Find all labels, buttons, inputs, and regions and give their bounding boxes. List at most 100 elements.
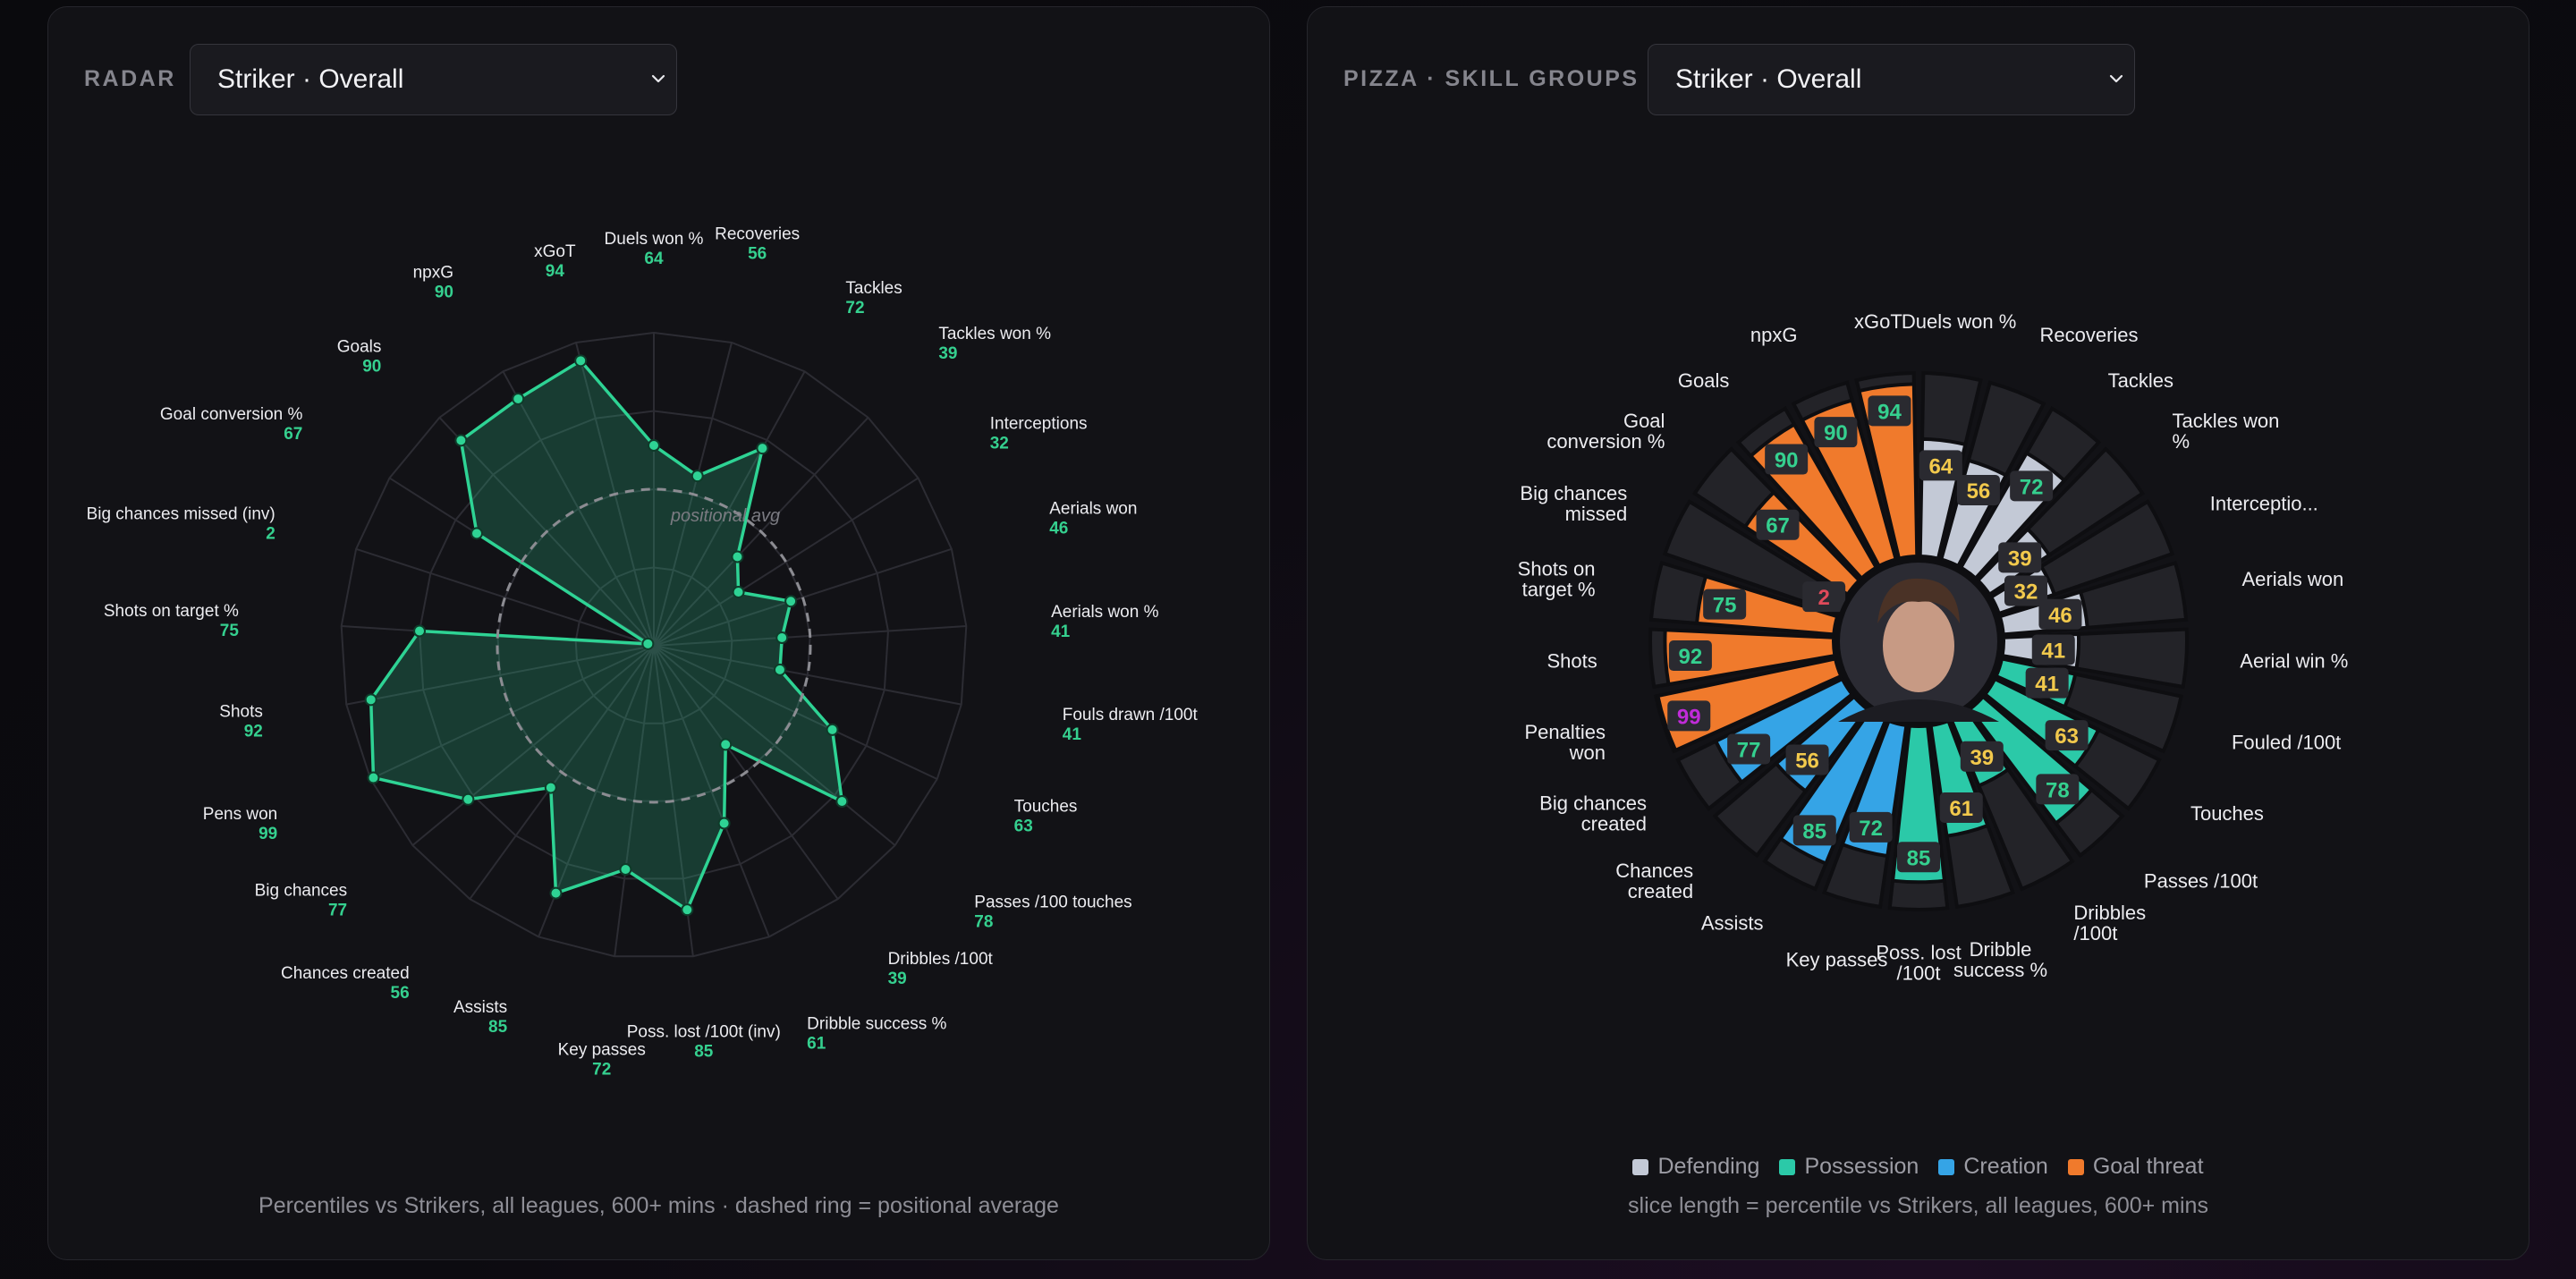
pizza-value-badge bbox=[1919, 450, 1962, 481]
radar-point-duels-won bbox=[648, 439, 660, 452]
radar-axis-label: Aerials won bbox=[1049, 499, 1137, 518]
pizza-value-badge bbox=[1792, 815, 1836, 846]
pizza-value-text: 75 bbox=[1713, 594, 1737, 618]
radar-axis-label: Pens won bbox=[203, 805, 277, 824]
pizza-value-text: 90 bbox=[1824, 421, 1848, 445]
pizza-caption: slice length = percentile vs Strikers, a… bbox=[1628, 1193, 2208, 1218]
pizza-value-badge bbox=[1814, 417, 1858, 448]
pizza-value-badge bbox=[1897, 842, 1940, 873]
player-hair bbox=[1877, 578, 1960, 623]
legend-swatch bbox=[1938, 1158, 1955, 1175]
legend-item-goal-threat: Goal threat bbox=[2067, 1154, 2204, 1180]
radar-spoke bbox=[653, 645, 896, 846]
pizza-value-text: 78 bbox=[2046, 778, 2070, 802]
pizza-axis-label: Poss. lost bbox=[1876, 942, 1961, 964]
radar-axis-label: Big chances missed (inv) bbox=[87, 504, 275, 523]
radar-point-assists bbox=[549, 886, 563, 900]
pizza-axis-label: % bbox=[2173, 430, 2190, 453]
radar-spoke bbox=[346, 645, 655, 706]
player-face bbox=[1883, 599, 1954, 692]
pizza-value-big-chances-created: 77 bbox=[1727, 733, 1771, 765]
legend-label: Defending bbox=[1657, 1154, 1760, 1179]
pizza-value-text: 56 bbox=[1795, 750, 1819, 774]
pizza-title: PIZZA · SKILL GROUPS bbox=[1343, 66, 1640, 91]
radar-axis-label: npxG bbox=[413, 264, 453, 283]
pizza-label-fouled-100t: Fouled /100t bbox=[2232, 732, 2341, 754]
pizza-axis-label: Interceptio... bbox=[2210, 493, 2318, 515]
radar-value-label: 67 bbox=[284, 425, 302, 444]
chevron-down-icon bbox=[651, 74, 665, 83]
pizza-label-goals: Goals bbox=[1678, 369, 1729, 392]
pizza-value-text: 61 bbox=[1949, 797, 1973, 821]
pizza-value-badge bbox=[2038, 598, 2082, 630]
pizza-value-text: 64 bbox=[1928, 454, 1953, 479]
pizza-value-big-chances-missed: 2 bbox=[1802, 581, 1846, 613]
pizza-profile-select[interactable]: Striker · Overall bbox=[1648, 44, 2135, 115]
pizza-value-poss-lost-100t: 85 bbox=[1897, 842, 1940, 873]
pizza-axis-label: Big chances bbox=[1520, 482, 1627, 504]
pizza-value-text: 39 bbox=[2008, 546, 2032, 571]
pizza-axis-label: Chances bbox=[1615, 860, 1693, 882]
pizza-value-text: 85 bbox=[1802, 819, 1826, 843]
pizza-axis-label: Tackles won bbox=[2173, 410, 2280, 432]
pizza-label-assists: Assists bbox=[1701, 911, 1764, 934]
pizza-value-badge bbox=[1703, 589, 1747, 620]
radar-profile-select[interactable]: Striker · Overall bbox=[190, 44, 677, 115]
pizza-value-text: 32 bbox=[2014, 580, 2038, 605]
pizza-value-badge bbox=[1960, 741, 2004, 772]
pizza-value-recoveries: 56 bbox=[1956, 474, 2000, 505]
pizza-value-badge bbox=[2004, 575, 2047, 606]
pizza-axis-label: Aerial win % bbox=[2240, 650, 2348, 673]
legend-label: Possession bbox=[1804, 1154, 1919, 1179]
pizza-value-text: 72 bbox=[1859, 817, 1883, 841]
pizza-value-text: 90 bbox=[1775, 449, 1799, 473]
pizza-value-chances-created: 56 bbox=[1785, 744, 1829, 775]
legend-swatch bbox=[1779, 1158, 1796, 1175]
pizza-slice-xgot bbox=[1857, 382, 1919, 561]
radar-axis-label: Tackles won % bbox=[938, 325, 1051, 343]
radar-spoke bbox=[653, 645, 770, 937]
pizza-value-aerials-won: 46 bbox=[2038, 598, 2082, 630]
pizza-axis-label: Goals bbox=[1678, 369, 1729, 392]
pizza-label-recoveries: Recoveries bbox=[2039, 324, 2138, 346]
radar-player-area bbox=[369, 359, 844, 911]
pizza-axis-label: Aerials won bbox=[2241, 568, 2343, 590]
pizza-axis-label: conversion % bbox=[1546, 430, 1665, 453]
pizza-value-text: 2 bbox=[1818, 586, 1829, 610]
pizza-value-goals: 90 bbox=[1765, 444, 1809, 475]
pizza-value-text: 67 bbox=[1766, 514, 1790, 538]
radar-label-big-chances-missed-inv: Big chances missed (inv)2 bbox=[87, 504, 275, 543]
pizza-label-xgot: xGoT bbox=[1854, 310, 1902, 333]
radar-label-aerials-won: Aerials won %41 bbox=[1051, 603, 1158, 641]
radar-point-aerials-won bbox=[784, 595, 798, 608]
pizza-value-penalties-won: 99 bbox=[1667, 700, 1711, 732]
legend-label: Goal threat bbox=[2092, 1154, 2204, 1179]
radar-value-label: 77 bbox=[328, 902, 347, 920]
radar-axis-label: Duels won % bbox=[605, 230, 704, 249]
pizza-value-dribbles-100t: 39 bbox=[1960, 741, 2004, 772]
pizza-value-badge bbox=[1998, 542, 2042, 573]
pizza-legend: Defending Possession Creation Goal threat bbox=[1308, 1154, 2529, 1180]
pizza-value-tackles: 72 bbox=[2010, 470, 2054, 502]
pizza-value-badge bbox=[1849, 811, 1893, 843]
pizza-value-text: 94 bbox=[1877, 400, 1902, 424]
pizza-axis-label: Key passes bbox=[1786, 948, 1888, 970]
pizza-value-tackles-won: 39 bbox=[1998, 542, 2042, 573]
pizza-value-text: 77 bbox=[1737, 738, 1761, 762]
pizza-value-text: 92 bbox=[1679, 645, 1703, 669]
radar-axis-label: Dribbles /100t bbox=[888, 950, 994, 969]
legend-item-creation: Creation bbox=[1938, 1154, 2048, 1180]
radar-spoke bbox=[502, 370, 655, 647]
radar-spoke bbox=[411, 645, 655, 846]
pizza-value-fouled-100t: 41 bbox=[2025, 667, 2069, 699]
radar-axis-label: Big chances bbox=[255, 882, 348, 901]
pizza-value-interceptions: 32 bbox=[2004, 575, 2047, 606]
